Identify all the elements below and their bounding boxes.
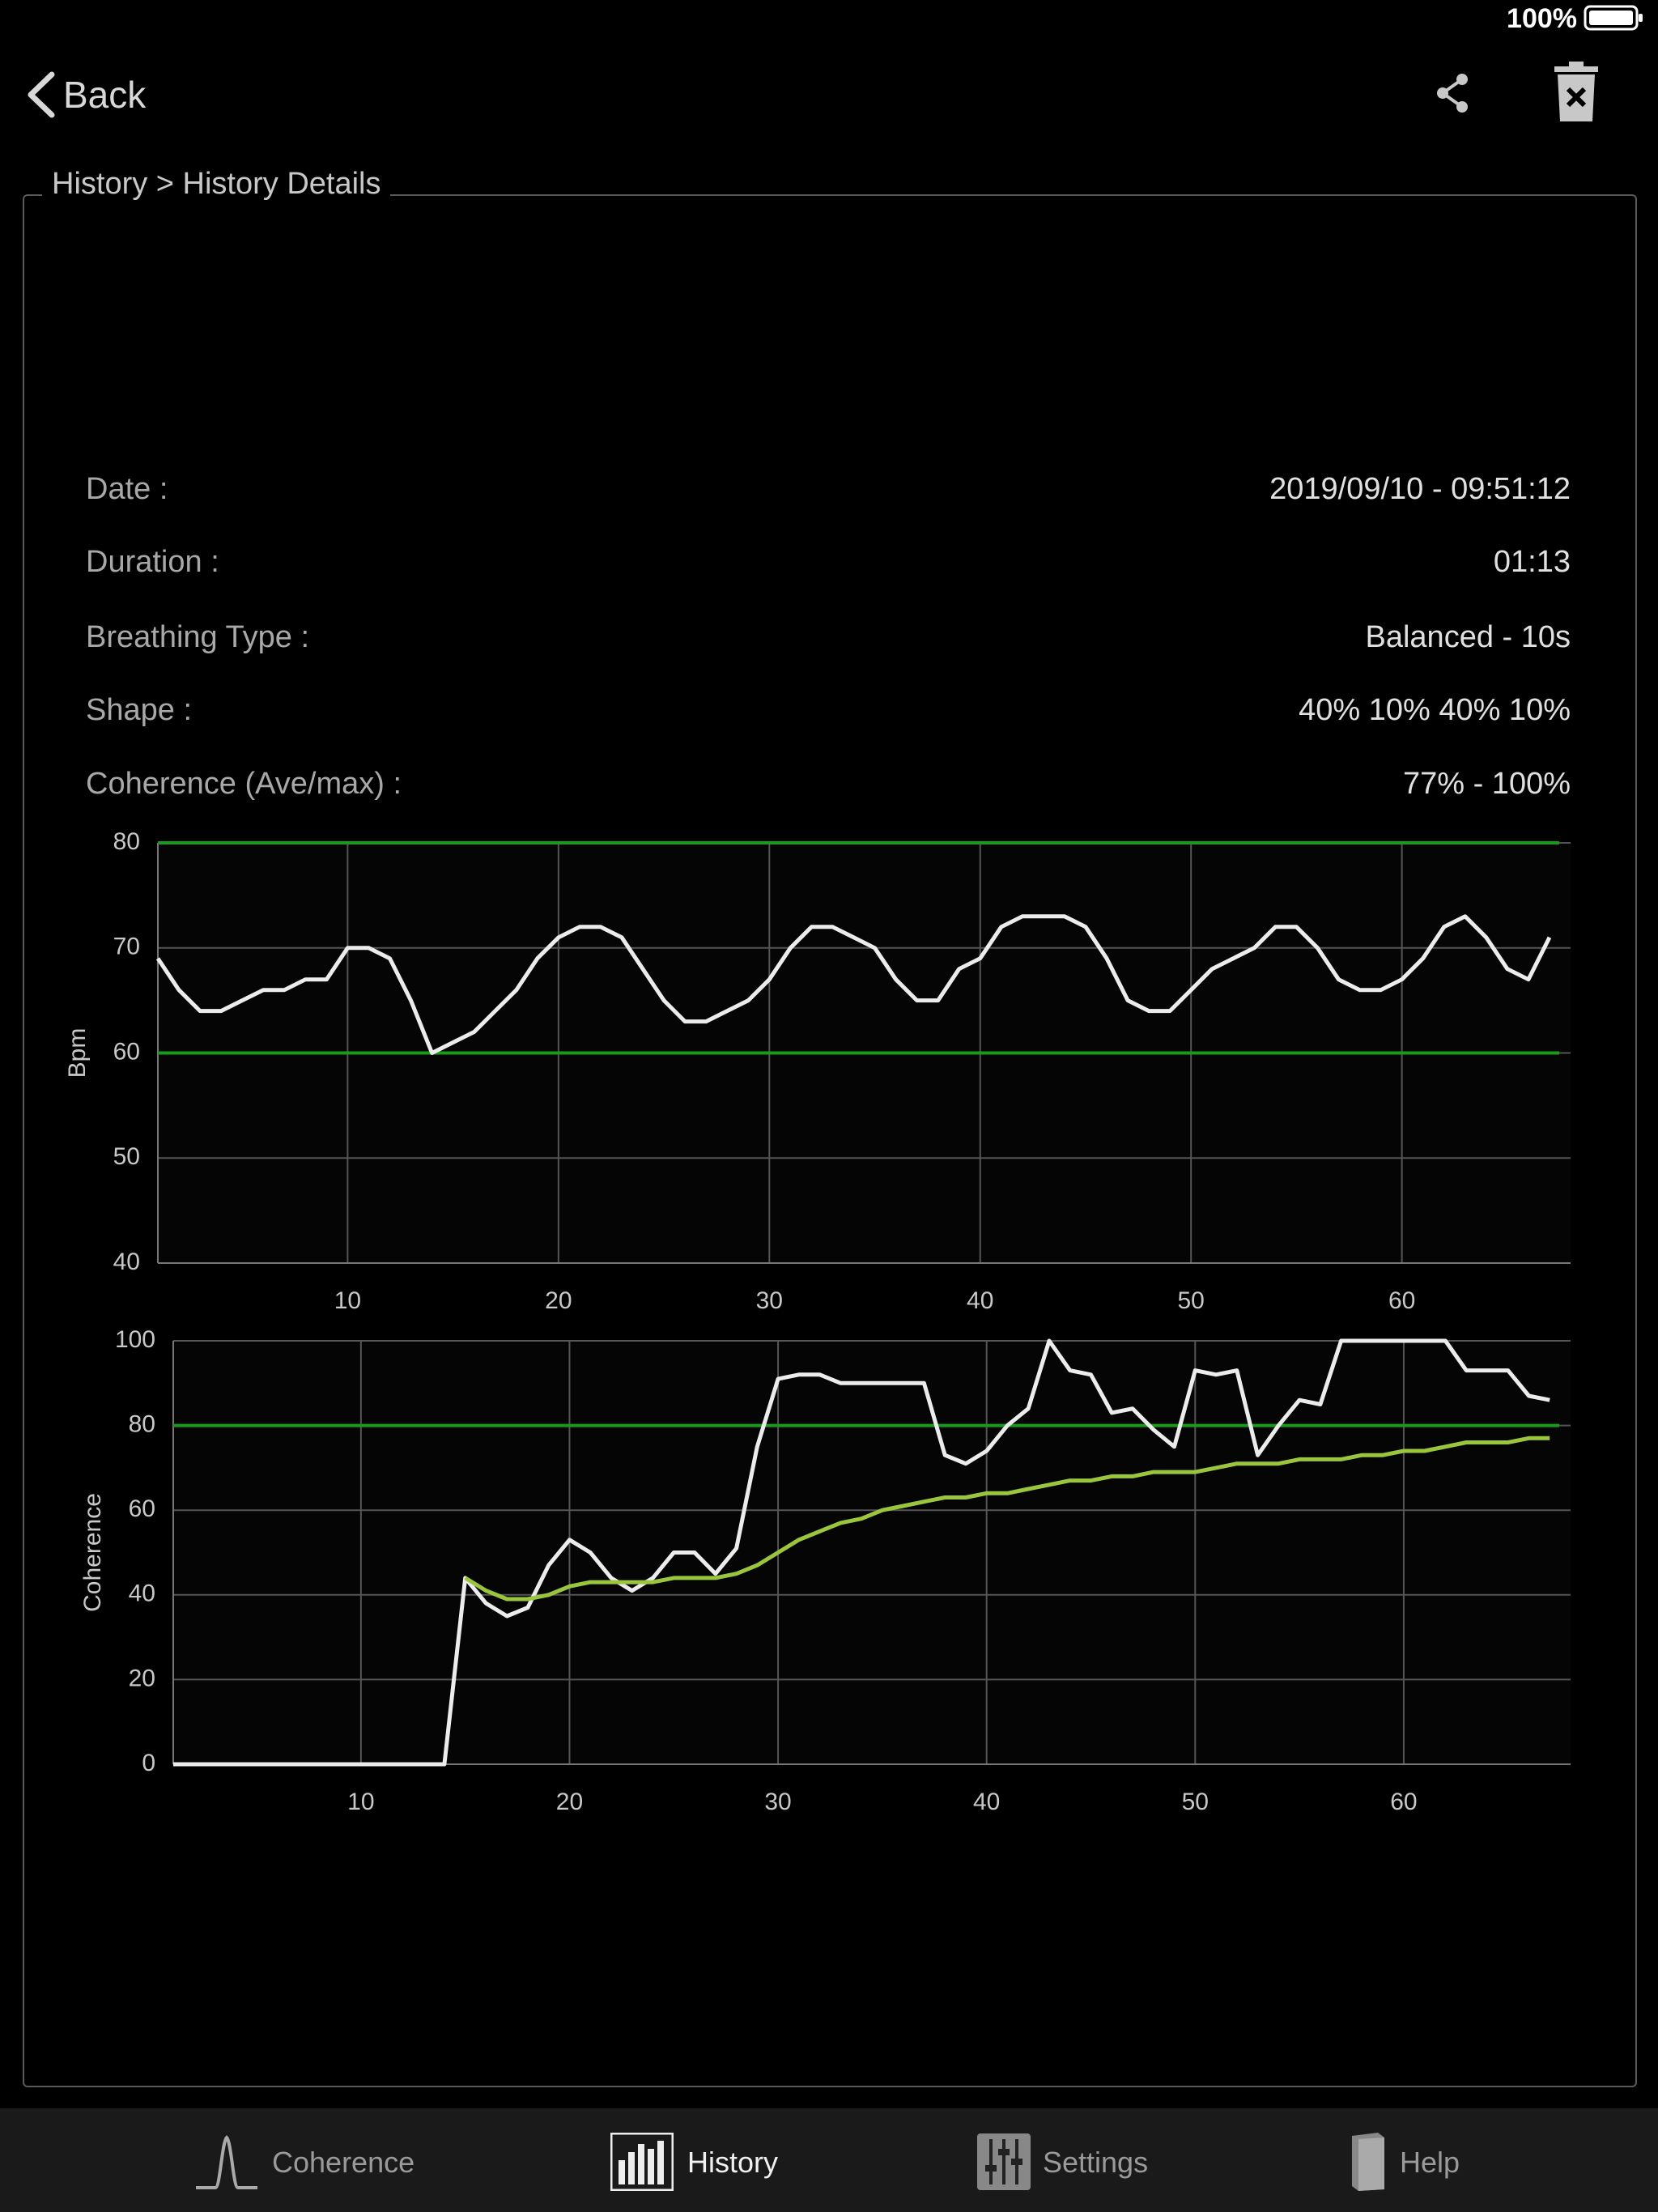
tab-label[interactable]: Settings xyxy=(1043,2146,1149,2179)
y-tick-label: 60 xyxy=(113,1038,140,1065)
x-tick-label: 50 xyxy=(1178,1287,1205,1314)
share-button[interactable] xyxy=(1435,73,1472,113)
y-tick-label: 0 xyxy=(142,1750,155,1776)
detail-value: Balanced - 10s xyxy=(1365,620,1571,654)
breadcrumb: History > History Details xyxy=(42,167,391,202)
coherence-tab-icon[interactable] xyxy=(194,2134,259,2191)
x-tick-label: 20 xyxy=(545,1287,572,1314)
tab-label[interactable]: Coherence xyxy=(272,2146,415,2179)
y-axis-label: Coherence xyxy=(79,1493,106,1612)
detail-value: 77% - 100% xyxy=(1402,767,1571,801)
x-tick-label: 50 xyxy=(1182,1789,1209,1815)
battery-icon xyxy=(1584,5,1643,31)
x-tick-label: 10 xyxy=(334,1287,361,1314)
detail-label: Duration : xyxy=(86,545,219,579)
details-panel xyxy=(23,194,1637,2087)
charts: 40 50 60 70 80 10 20 30 40 50 60 Bpm 0 20 40 60 80 100 10 2… xyxy=(64,828,1571,1815)
y-tick-label: 50 xyxy=(113,1143,140,1170)
detail-value: 40% 10% 40% 10% xyxy=(1299,693,1571,727)
y-tick-label: 100 xyxy=(115,1326,155,1353)
y-tick-label: 60 xyxy=(129,1495,155,1522)
x-tick-label: 20 xyxy=(556,1789,583,1815)
x-tick-label: 40 xyxy=(967,1287,993,1314)
data-line xyxy=(155,914,1552,1055)
detail-value: 2019/09/10 - 09:51:12 xyxy=(1269,472,1571,506)
x-tick-label: 40 xyxy=(973,1789,1000,1815)
help-tab-icon[interactable] xyxy=(1347,2131,1389,2193)
y-tick-label: 80 xyxy=(129,1411,155,1438)
data-line xyxy=(464,1436,1550,1602)
x-tick-label: 30 xyxy=(756,1287,783,1314)
detail-label: Coherence (Ave/max) : xyxy=(86,767,402,801)
settings-tab-icon[interactable] xyxy=(976,2133,1031,2191)
x-tick-label: 30 xyxy=(764,1789,791,1815)
detail-label: Breathing Type : xyxy=(86,620,310,654)
history-tab-icon[interactable] xyxy=(610,2133,674,2191)
data-line xyxy=(173,1338,1550,1767)
x-tick-label: 60 xyxy=(1388,1287,1415,1314)
tab-label[interactable]: History xyxy=(687,2146,779,2179)
detail-value: 01:13 xyxy=(1493,545,1571,579)
y-tick-label: 80 xyxy=(113,828,140,855)
detail-label: Date : xyxy=(86,472,168,506)
x-tick-label: 60 xyxy=(1390,1789,1417,1815)
tab-label[interactable]: Help xyxy=(1400,2146,1460,2179)
plot-area xyxy=(173,1341,1571,1764)
y-tick-label: 70 xyxy=(113,934,140,960)
y-axis-label: Bpm xyxy=(64,1028,91,1078)
delete-button[interactable] xyxy=(1553,62,1600,123)
x-tick-label: 10 xyxy=(347,1789,374,1815)
y-tick-label: 20 xyxy=(129,1665,155,1691)
y-tick-label: 40 xyxy=(113,1249,140,1275)
back-button[interactable]: Back xyxy=(63,74,147,116)
back-chevron[interactable] xyxy=(23,70,58,120)
y-tick-label: 40 xyxy=(129,1580,155,1607)
battery-level: 100% xyxy=(1507,3,1577,34)
detail-label: Shape : xyxy=(86,693,192,727)
